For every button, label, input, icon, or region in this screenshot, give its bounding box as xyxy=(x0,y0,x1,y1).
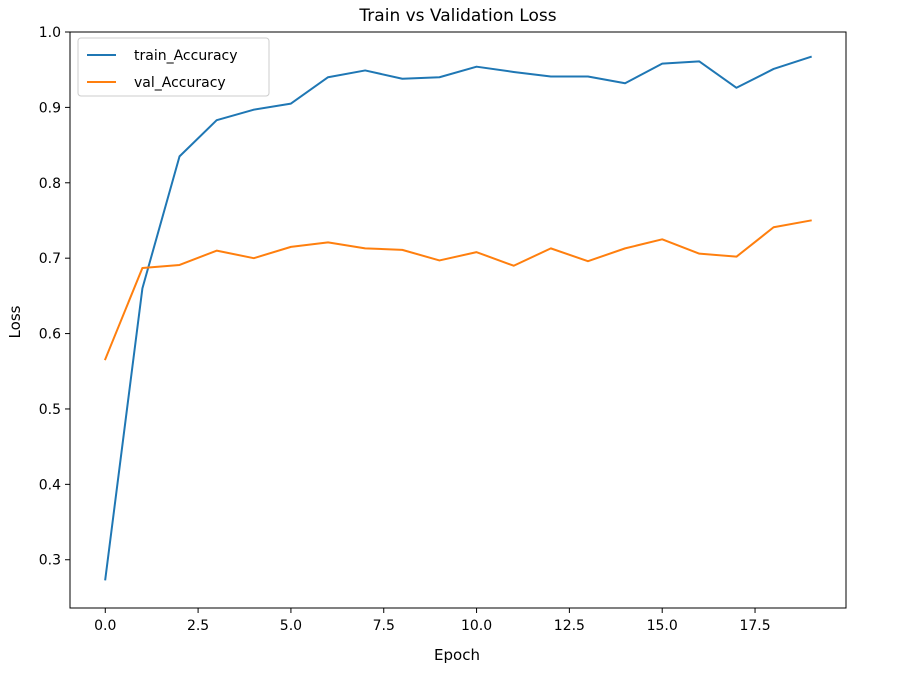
y-tick-label: 0.9 xyxy=(39,100,61,116)
y-tick-label: 0.4 xyxy=(39,477,61,493)
x-tick-label: 10.0 xyxy=(461,618,492,634)
x-tick-label: 5.0 xyxy=(280,618,302,634)
legend-label-train: train_Accuracy xyxy=(134,48,238,64)
y-tick-label: 0.6 xyxy=(39,327,61,343)
series-lines xyxy=(103,55,812,581)
y-tick-label: 0.3 xyxy=(39,553,61,569)
axes-frame xyxy=(69,31,847,609)
x-axis-ticks: 0.0 2.5 5.0 7.5 10.0 12.5 15.0 17.5 xyxy=(94,608,771,634)
x-tick-label: 0.0 xyxy=(94,618,116,634)
x-tick-label: 7.5 xyxy=(373,618,395,634)
x-tick-label: 15.0 xyxy=(647,618,678,634)
y-tick-label: 0.8 xyxy=(39,176,61,192)
x-tick-label: 2.5 xyxy=(187,618,209,634)
y-tick-label: 0.7 xyxy=(39,251,61,267)
plot-area: 0.0 2.5 5.0 7.5 10.0 12.5 15.0 17.5 0.30.40.50.… xyxy=(39,25,847,634)
y-tick-label: 1.0 xyxy=(39,25,61,41)
y-tick-label: 0.5 xyxy=(39,402,61,418)
legend-label-val: val_Accuracy xyxy=(134,75,226,91)
series-line-val-accuracy xyxy=(103,219,812,361)
legend: train_Accuracy val_Accuracy xyxy=(77,37,270,97)
y-axis-label: Loss xyxy=(6,305,24,338)
y-axis-ticks: 0.3 0.4 0.5 0.6 0.7 0.8 0.9 1.0 xyxy=(39,25,70,569)
series-line-train-accuracy xyxy=(104,55,812,581)
chart-title: Train vs Validation Loss xyxy=(358,6,556,26)
x-axis-label: Epoch xyxy=(434,646,480,664)
legend-box xyxy=(77,37,270,97)
x-tick-label: 17.5 xyxy=(739,618,770,634)
x-tick-label: 12.5 xyxy=(554,618,585,634)
